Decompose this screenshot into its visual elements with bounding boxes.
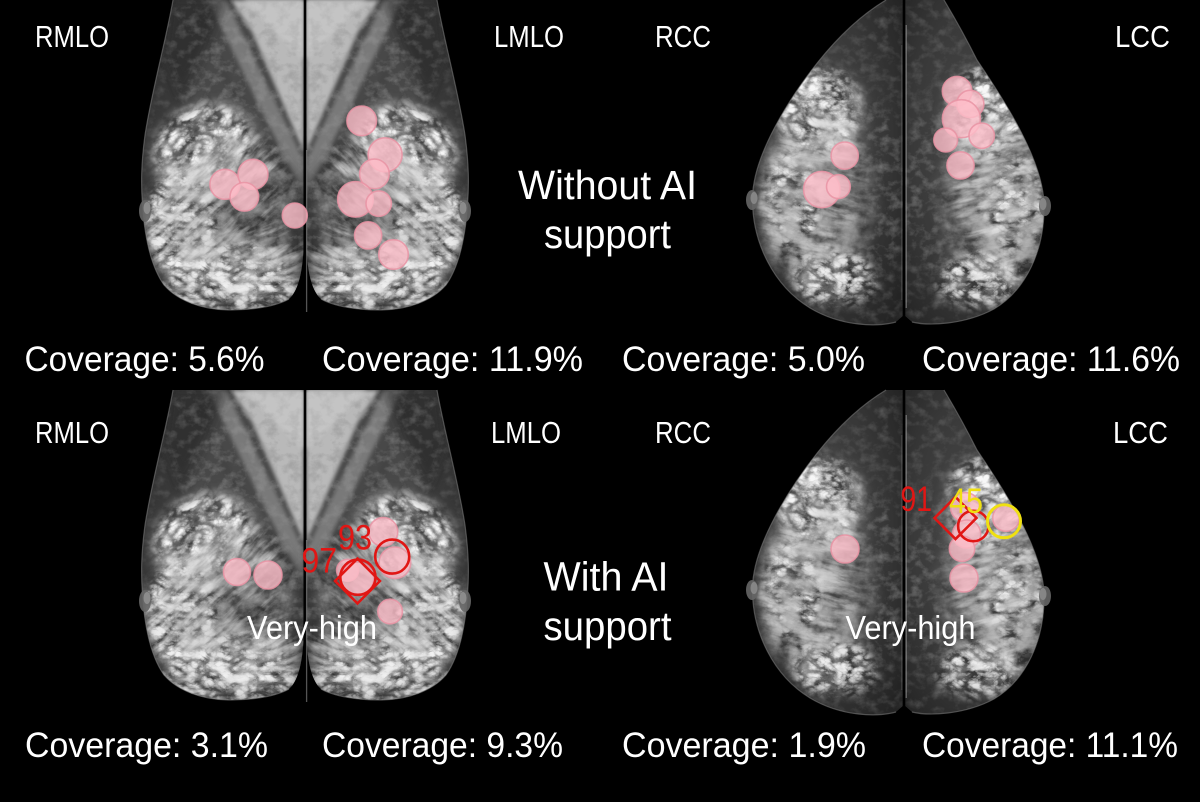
- svg-text:support: support: [544, 211, 672, 257]
- svg-text:LCC: LCC: [1115, 19, 1170, 54]
- svg-text:With AI: With AI: [544, 554, 669, 600]
- svg-text:Without AI: Without AI: [518, 162, 697, 208]
- svg-text:RMLO: RMLO: [35, 415, 109, 450]
- svg-text:LMLO: LMLO: [494, 19, 564, 54]
- svg-text:Coverage: 11.6%: Coverage: 11.6%: [922, 340, 1180, 379]
- svg-text:Coverage: 3.1%: Coverage: 3.1%: [25, 726, 268, 765]
- svg-text:Coverage: 5.0%: Coverage: 5.0%: [622, 340, 865, 379]
- svg-text:Very-high: Very-high: [247, 609, 377, 646]
- svg-text:Coverage: 5.6%: Coverage: 5.6%: [25, 340, 265, 379]
- svg-text:97: 97: [302, 542, 338, 581]
- svg-text:91: 91: [901, 480, 933, 519]
- svg-text:RMLO: RMLO: [35, 19, 109, 54]
- svg-text:LMLO: LMLO: [491, 415, 561, 450]
- svg-text:Very-high: Very-high: [846, 609, 976, 646]
- svg-text:LCC: LCC: [1113, 415, 1168, 450]
- svg-text:RCC: RCC: [655, 19, 711, 54]
- svg-text:support: support: [544, 603, 673, 649]
- svg-text:Coverage: 9.3%: Coverage: 9.3%: [322, 726, 563, 765]
- svg-text:Coverage: 1.9%: Coverage: 1.9%: [622, 726, 866, 765]
- svg-text:93: 93: [338, 519, 372, 558]
- svg-text:Coverage: 11.1%: Coverage: 11.1%: [922, 726, 1178, 765]
- svg-text:RCC: RCC: [655, 415, 711, 450]
- svg-text:45: 45: [949, 482, 983, 521]
- svg-text:Coverage: 11.9%: Coverage: 11.9%: [322, 340, 583, 379]
